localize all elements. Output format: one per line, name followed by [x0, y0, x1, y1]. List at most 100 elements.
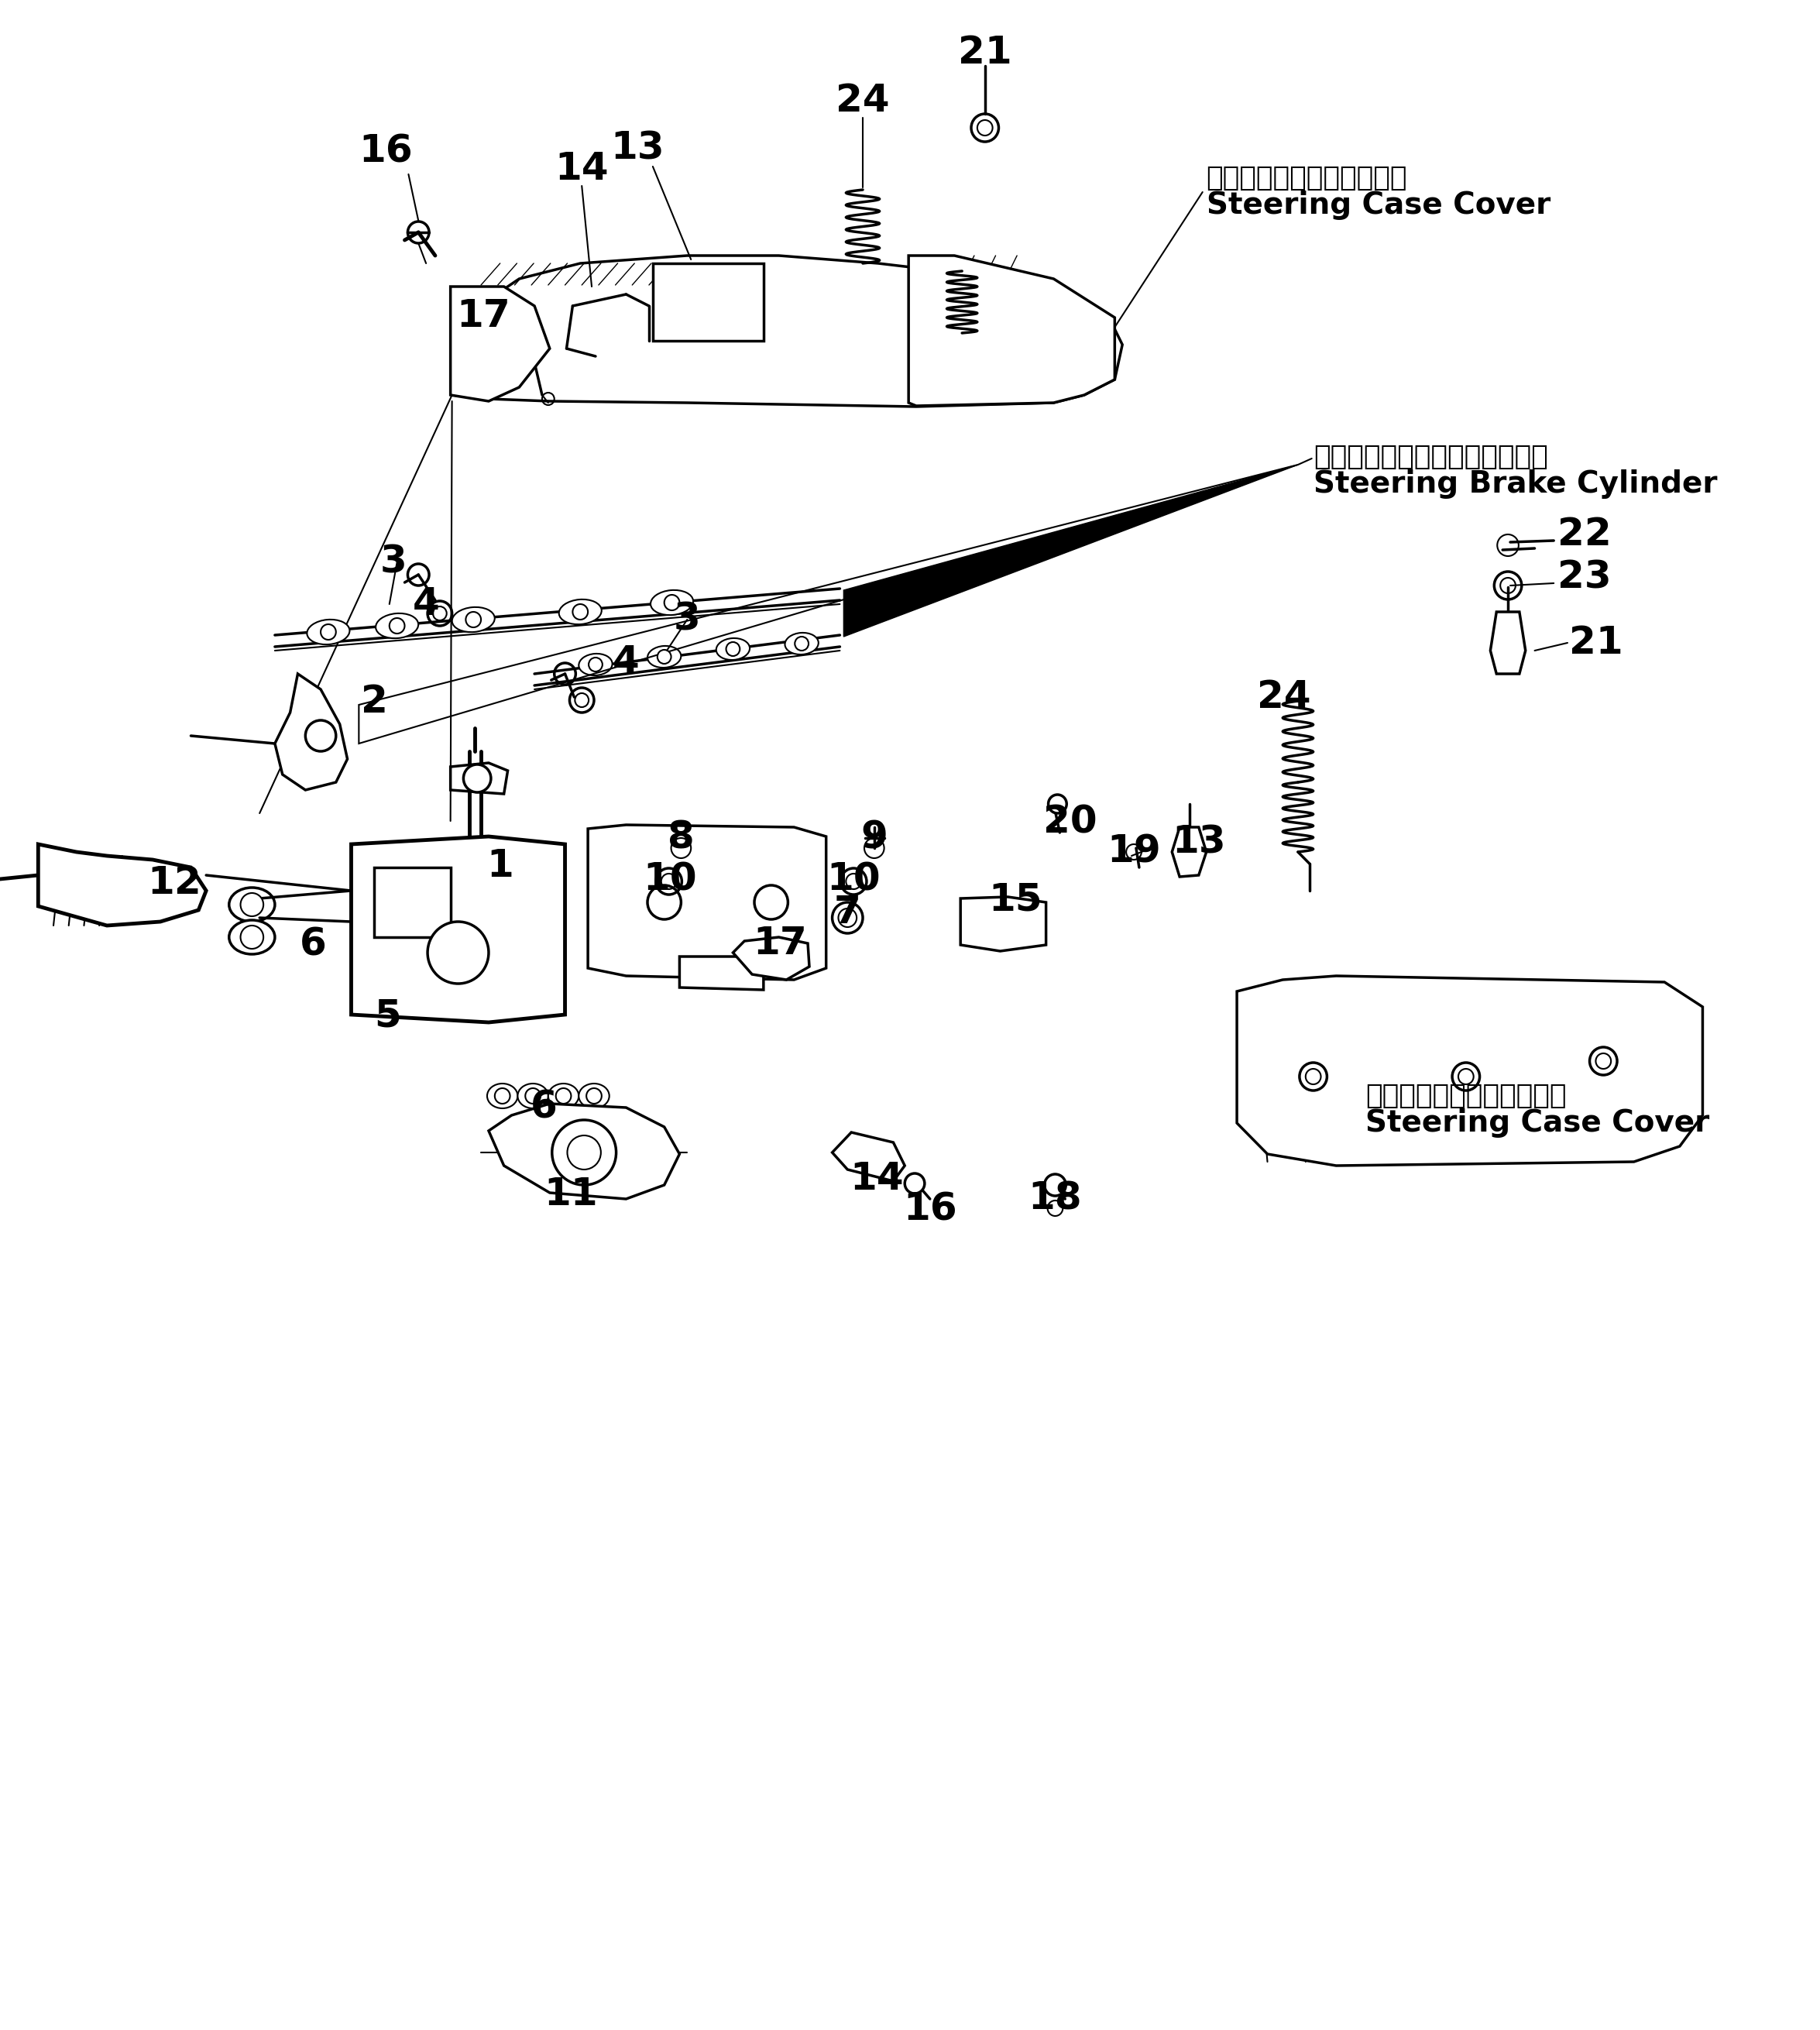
Circle shape [1458, 1070, 1474, 1084]
Text: 12: 12 [147, 865, 200, 901]
Circle shape [1305, 1070, 1321, 1084]
Ellipse shape [579, 1084, 610, 1108]
Polygon shape [275, 674, 348, 790]
Ellipse shape [229, 920, 275, 954]
Text: 10: 10 [826, 861, 881, 897]
Circle shape [551, 1121, 617, 1186]
Polygon shape [1238, 976, 1704, 1165]
Polygon shape [679, 956, 764, 991]
Ellipse shape [548, 1084, 579, 1108]
Text: 6: 6 [530, 1088, 557, 1127]
Circle shape [657, 650, 672, 664]
Text: 14: 14 [850, 1161, 903, 1198]
Circle shape [464, 765, 491, 792]
Polygon shape [844, 465, 1298, 637]
Circle shape [1045, 1173, 1067, 1196]
Text: 23: 23 [1558, 558, 1611, 595]
Text: 13: 13 [610, 130, 664, 166]
Polygon shape [588, 824, 826, 980]
Circle shape [795, 637, 808, 650]
Circle shape [1452, 1062, 1480, 1090]
Ellipse shape [784, 633, 819, 654]
Bar [375, 867, 451, 938]
Circle shape [1596, 1054, 1611, 1070]
Circle shape [320, 625, 337, 639]
Circle shape [1299, 1062, 1327, 1090]
Text: ステアリングブレーキシリンダ: ステアリングブレーキシリンダ [1314, 445, 1547, 471]
Text: 17: 17 [457, 298, 510, 335]
Text: 14: 14 [555, 150, 608, 187]
Polygon shape [908, 256, 1114, 406]
Text: 21: 21 [957, 35, 1012, 71]
Circle shape [586, 1088, 602, 1104]
Ellipse shape [451, 607, 495, 631]
Polygon shape [451, 286, 550, 402]
Circle shape [588, 658, 602, 672]
Text: 3: 3 [380, 544, 406, 581]
Circle shape [240, 926, 264, 948]
Text: 11: 11 [544, 1175, 599, 1212]
Circle shape [466, 611, 480, 627]
Text: 16: 16 [359, 132, 413, 171]
Polygon shape [1172, 826, 1207, 877]
Polygon shape [961, 897, 1046, 952]
Polygon shape [653, 264, 764, 341]
Polygon shape [733, 938, 810, 980]
Text: 20: 20 [1043, 804, 1097, 840]
Circle shape [905, 1173, 925, 1194]
Polygon shape [351, 836, 564, 1023]
Text: 1: 1 [486, 847, 513, 885]
Ellipse shape [308, 619, 349, 644]
Polygon shape [451, 763, 508, 794]
Polygon shape [451, 256, 1123, 406]
Ellipse shape [579, 654, 612, 676]
Text: Steering Case Cover: Steering Case Cover [1365, 1108, 1709, 1137]
Text: 13: 13 [1172, 824, 1225, 861]
Circle shape [726, 641, 741, 656]
Text: 19: 19 [1107, 834, 1161, 871]
Text: 15: 15 [988, 881, 1043, 918]
Text: Steering Case Cover: Steering Case Cover [1207, 191, 1551, 219]
Ellipse shape [648, 646, 681, 668]
Text: 3: 3 [673, 601, 701, 637]
Text: 9: 9 [861, 820, 888, 857]
Circle shape [428, 922, 488, 985]
Text: 7: 7 [834, 893, 861, 932]
Circle shape [648, 885, 681, 920]
Ellipse shape [968, 911, 999, 932]
Text: 24: 24 [1258, 678, 1310, 717]
Circle shape [495, 1088, 510, 1104]
Polygon shape [488, 1104, 679, 1200]
Circle shape [306, 721, 337, 751]
Circle shape [240, 893, 264, 916]
Circle shape [555, 1088, 571, 1104]
Ellipse shape [650, 591, 693, 615]
Circle shape [1589, 1047, 1618, 1076]
Text: Steering Brake Cylinder: Steering Brake Cylinder [1314, 469, 1716, 499]
Text: 24: 24 [835, 81, 890, 120]
Ellipse shape [375, 613, 419, 637]
Text: 4: 4 [613, 644, 639, 680]
Circle shape [389, 617, 404, 633]
Ellipse shape [229, 887, 275, 922]
Polygon shape [38, 844, 206, 926]
Text: 16: 16 [903, 1192, 957, 1228]
Ellipse shape [559, 599, 602, 625]
Text: 8: 8 [668, 820, 695, 857]
Circle shape [573, 605, 588, 619]
Ellipse shape [488, 1084, 517, 1108]
Circle shape [753, 885, 788, 920]
Circle shape [1048, 794, 1067, 814]
Text: 10: 10 [644, 861, 697, 897]
Circle shape [568, 1135, 601, 1169]
Text: 17: 17 [753, 926, 808, 962]
Polygon shape [832, 1133, 905, 1181]
Circle shape [664, 595, 679, 611]
Text: 22: 22 [1558, 516, 1611, 552]
Text: 18: 18 [1028, 1179, 1083, 1218]
Text: ステアリングケースカバー: ステアリングケースカバー [1365, 1082, 1567, 1108]
Circle shape [526, 1088, 541, 1104]
Ellipse shape [717, 637, 750, 660]
Text: 21: 21 [1569, 625, 1623, 662]
Text: 2: 2 [360, 684, 388, 721]
